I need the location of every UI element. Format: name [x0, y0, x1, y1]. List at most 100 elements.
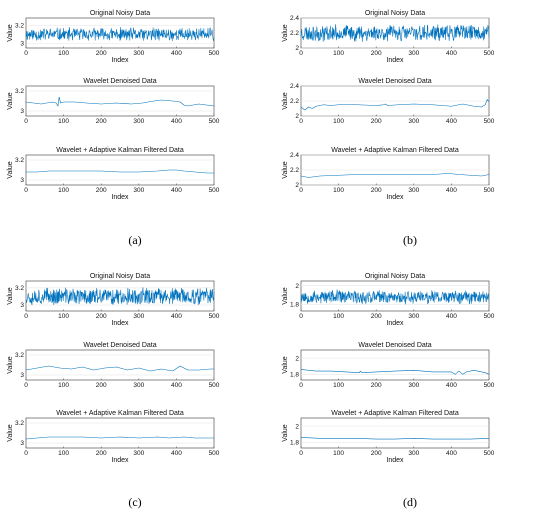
x-tick-label: 500 — [484, 187, 495, 194]
x-tick-label: 100 — [333, 313, 344, 320]
y-axis-label: Value — [7, 356, 14, 373]
series-line — [300, 173, 490, 178]
subplot-title: Wavelet Denoised Data — [83, 342, 156, 349]
x-tick-label: 100 — [58, 118, 69, 125]
subplot-title: Wavelet + Adaptive Kalman Filtered Data — [331, 410, 459, 417]
x-tick-label: 100 — [333, 450, 344, 457]
x-tick-label: 100 — [333, 187, 344, 194]
x-tick-label: 400 — [446, 313, 457, 320]
x-tick-label: 200 — [96, 187, 107, 194]
y-tick-label: 3 — [20, 177, 24, 184]
x-tick-label: 400 — [446, 118, 457, 125]
x-tick-label: 0 — [24, 50, 28, 57]
x-tick-label: 400 — [446, 382, 457, 389]
subplot-1: Original Noisy Data 3 3.2 0 100 200 300 400 500 V… — [7, 10, 220, 64]
x-tick-label: 200 — [371, 450, 382, 457]
x-tick-label: 300 — [408, 50, 419, 57]
x-tick-label: 0 — [24, 313, 28, 320]
y-axis-label: Value — [282, 287, 289, 304]
x-tick-label: 0 — [299, 313, 303, 320]
x-tick-label: 0 — [299, 450, 303, 457]
y-tick-label: 2 — [295, 355, 299, 362]
subplot-8: Wavelet Denoised Data 3 3.2 0 100 200 300 400 50… — [7, 342, 220, 389]
x-tick-label: 100 — [58, 450, 69, 457]
y-tick-label: 2 — [295, 182, 299, 189]
subplot-title: Wavelet Denoised Data — [358, 342, 431, 349]
x-tick-label: 300 — [133, 382, 144, 389]
series-line — [300, 24, 490, 42]
subplot-title: Original Noisy Data — [365, 273, 425, 280]
x-tick-label: 500 — [484, 118, 495, 125]
caption-a: (a) — [128, 233, 141, 247]
x-tick-label: 200 — [371, 382, 382, 389]
y-axis-label: Value — [282, 424, 289, 441]
y-tick-label: 3.2 — [15, 420, 24, 427]
y-tick-label: 3 — [20, 41, 24, 48]
y-tick-label: 2 — [295, 283, 299, 290]
plot-area — [300, 349, 490, 381]
y-tick-label: 3 — [20, 440, 24, 447]
subplot-5: Wavelet Denoised Data 2 2.2 2.4 0 100 200 300 40… — [282, 78, 495, 125]
x-tick-label: 500 — [484, 382, 495, 389]
x-tick-label: 300 — [408, 187, 419, 194]
x-tick-label: 500 — [209, 187, 220, 194]
x-axis-label: Index — [386, 320, 404, 327]
caption-b: (b) — [403, 233, 417, 247]
y-tick-label: 2.2 — [290, 98, 299, 105]
x-tick-label: 200 — [371, 313, 382, 320]
y-tick-label: 2.2 — [290, 30, 299, 37]
y-axis-label: Value — [282, 161, 289, 178]
x-tick-label: 0 — [299, 50, 303, 57]
x-tick-label: 500 — [209, 382, 220, 389]
x-tick-label: 0 — [299, 187, 303, 194]
plot-area — [25, 417, 215, 449]
x-tick-label: 400 — [171, 313, 182, 320]
y-axis-label: Value — [282, 356, 289, 373]
subplot-12: Wavelet + Adaptive Kalman Filtered Data 1… — [282, 410, 495, 464]
x-tick-label: 400 — [171, 50, 182, 57]
subplot-title: Original Noisy Data — [90, 10, 150, 17]
x-tick-label: 400 — [171, 187, 182, 194]
series-line — [25, 365, 214, 372]
subplot-title: Wavelet + Adaptive Kalman Filtered Data — [331, 147, 459, 154]
x-tick-label: 0 — [299, 382, 303, 389]
x-axis-label: Index — [111, 320, 129, 327]
x-tick-label: 200 — [96, 382, 107, 389]
series-line — [300, 99, 490, 111]
series-line — [25, 96, 215, 107]
plot-area — [25, 349, 215, 381]
x-tick-label: 400 — [446, 450, 457, 457]
y-tick-label: 3 — [20, 372, 24, 379]
x-tick-label: 100 — [333, 382, 344, 389]
x-axis-label: Index — [386, 194, 404, 201]
y-tick-label: 2.4 — [290, 15, 299, 22]
y-axis-label: Value — [282, 92, 289, 109]
y-axis-label: Value — [282, 24, 289, 41]
x-tick-label: 0 — [299, 118, 303, 125]
y-tick-label: 3 — [20, 302, 24, 309]
subplot-title: Wavelet + Adaptive Kalman Filtered Data — [56, 410, 184, 417]
x-tick-label: 400 — [171, 450, 182, 457]
series-line — [25, 27, 215, 41]
x-tick-label: 300 — [133, 50, 144, 57]
series-line — [300, 369, 490, 375]
x-tick-label: 300 — [133, 313, 144, 320]
caption-c: (c) — [128, 495, 141, 509]
x-tick-label: 100 — [58, 313, 69, 320]
series-line — [25, 436, 214, 440]
subplot-title: Wavelet Denoised Data — [358, 78, 431, 85]
x-tick-label: 200 — [96, 450, 107, 457]
y-tick-label: 1.8 — [290, 302, 299, 309]
x-tick-label: 300 — [408, 382, 419, 389]
subplot-title: Original Noisy Data — [365, 10, 425, 17]
y-axis-label: Value — [7, 92, 14, 109]
x-tick-label: 0 — [24, 450, 28, 457]
x-tick-label: 500 — [209, 118, 220, 125]
x-tick-label: 500 — [484, 450, 495, 457]
x-tick-label: 500 — [209, 313, 220, 320]
x-tick-label: 400 — [446, 50, 457, 57]
x-axis-label: Index — [111, 57, 129, 64]
x-tick-label: 300 — [133, 187, 144, 194]
x-tick-label: 200 — [371, 50, 382, 57]
